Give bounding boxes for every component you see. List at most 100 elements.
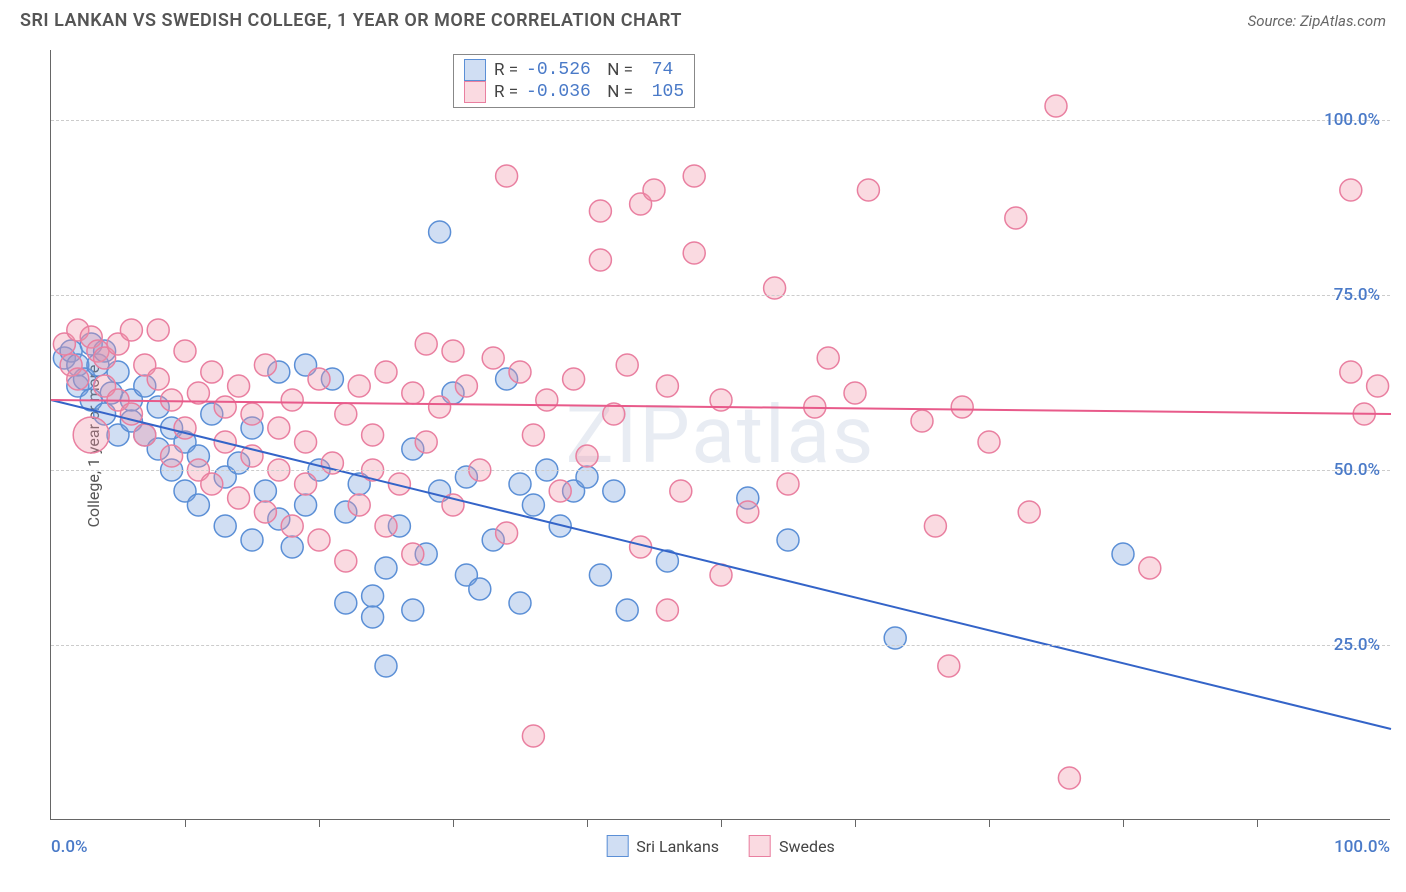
data-point xyxy=(201,473,223,495)
data-point xyxy=(375,515,397,537)
data-point xyxy=(402,543,424,565)
gridline xyxy=(51,645,1390,646)
trendline xyxy=(51,400,1391,729)
data-point xyxy=(187,494,209,516)
data-point xyxy=(295,473,317,495)
data-point xyxy=(402,382,424,404)
data-point xyxy=(496,522,518,544)
data-point xyxy=(120,319,142,341)
chart-title: SRI LANKAN VS SWEDISH COLLEGE, 1 YEAR OR… xyxy=(20,10,682,31)
legend-n-label: N = xyxy=(599,82,633,102)
data-point xyxy=(415,333,437,355)
data-point xyxy=(281,515,303,537)
data-point xyxy=(1018,501,1040,523)
source-label: Source: ZipAtlas.com xyxy=(1248,12,1386,30)
data-point xyxy=(656,375,678,397)
gridline xyxy=(51,295,1390,296)
data-point xyxy=(228,375,250,397)
data-point xyxy=(254,501,276,523)
y-tick-label: 75.0% xyxy=(1334,285,1380,305)
data-point xyxy=(911,410,933,432)
data-point xyxy=(348,375,370,397)
data-point xyxy=(536,389,558,411)
bottom-legend-item: Sri Lankans xyxy=(606,835,719,857)
data-point xyxy=(603,480,625,502)
legend-swatch xyxy=(464,59,486,81)
data-point xyxy=(683,165,705,187)
data-point xyxy=(509,592,531,614)
data-point xyxy=(576,445,598,467)
y-tick-label: 50.0% xyxy=(1334,460,1380,480)
x-tick xyxy=(185,819,186,827)
data-point xyxy=(375,361,397,383)
y-tick-label: 100.0% xyxy=(1324,110,1380,130)
data-point xyxy=(1367,375,1389,397)
data-point xyxy=(938,655,960,677)
data-point xyxy=(549,480,571,502)
data-point xyxy=(1139,557,1161,579)
data-point xyxy=(616,354,638,376)
data-point xyxy=(469,578,491,600)
data-point xyxy=(670,480,692,502)
data-point xyxy=(844,382,866,404)
data-point xyxy=(147,368,169,390)
data-point xyxy=(589,200,611,222)
data-point xyxy=(455,375,477,397)
data-point xyxy=(1005,207,1027,229)
data-point xyxy=(335,550,357,572)
scatter-svg xyxy=(51,50,1390,819)
data-point xyxy=(73,417,109,453)
x-axis-label: 0.0% xyxy=(51,837,88,857)
data-point xyxy=(429,221,451,243)
legend-r-label: R = xyxy=(494,82,518,102)
data-point xyxy=(161,445,183,467)
data-point xyxy=(174,340,196,362)
legend-stats-box: R =-0.526 N = 74R =-0.036 N = 105 xyxy=(453,54,695,108)
data-point xyxy=(254,480,276,502)
data-point xyxy=(589,564,611,586)
data-point xyxy=(522,494,544,516)
data-point xyxy=(147,319,169,341)
data-point xyxy=(1340,179,1362,201)
data-point xyxy=(482,347,504,369)
legend-n-value: 105 xyxy=(641,82,684,102)
data-point xyxy=(522,725,544,747)
x-axis-label: 100.0% xyxy=(1334,837,1390,857)
legend-r-label: R = xyxy=(494,60,518,80)
data-point xyxy=(817,347,839,369)
x-tick xyxy=(1257,819,1258,827)
legend-swatch xyxy=(749,835,771,857)
data-point xyxy=(509,361,531,383)
data-point xyxy=(496,165,518,187)
data-point xyxy=(362,606,384,628)
data-point xyxy=(656,599,678,621)
data-point xyxy=(924,515,946,537)
data-point xyxy=(67,368,89,390)
data-point xyxy=(857,179,879,201)
legend-stats-row: R = -0.526 N = 74 xyxy=(464,59,684,81)
data-point xyxy=(429,396,451,418)
gridline xyxy=(51,120,1390,121)
x-tick xyxy=(587,819,588,827)
data-point xyxy=(281,536,303,558)
data-point xyxy=(134,424,156,446)
x-tick xyxy=(1123,819,1124,827)
data-point xyxy=(161,389,183,411)
legend-swatch xyxy=(464,81,486,103)
legend-n-value: 74 xyxy=(641,60,673,80)
data-point xyxy=(522,424,544,446)
x-tick xyxy=(319,819,320,827)
data-point xyxy=(348,494,370,516)
legend-n-label: N = xyxy=(599,60,633,80)
data-point xyxy=(737,501,759,523)
data-point xyxy=(308,529,330,551)
bottom-legend-item: Swedes xyxy=(749,835,835,857)
data-point xyxy=(214,515,236,537)
data-point xyxy=(402,599,424,621)
data-point xyxy=(335,592,357,614)
x-tick xyxy=(721,819,722,827)
data-point xyxy=(1112,543,1134,565)
legend-r-value: -0.526 xyxy=(526,60,591,80)
y-tick-label: 25.0% xyxy=(1334,635,1380,655)
data-point xyxy=(295,431,317,453)
